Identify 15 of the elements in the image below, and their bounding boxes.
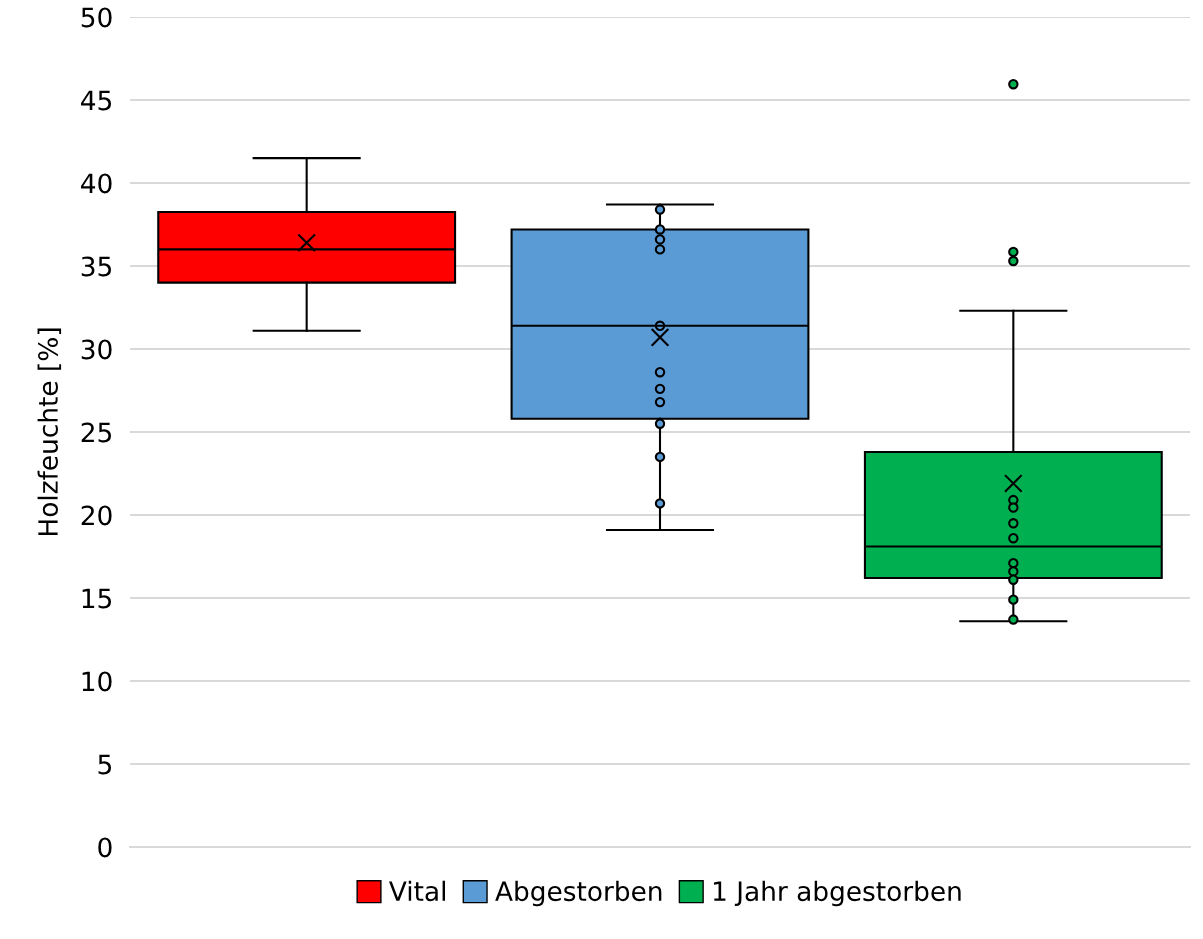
- y-tick-label: 40: [81, 173, 112, 194]
- y-tick-label: 50: [81, 7, 112, 28]
- y-tick-label: 0: [98, 837, 112, 858]
- y-tick-label: 25: [81, 422, 112, 443]
- legend-label: Vital: [389, 880, 445, 902]
- y-tick-label: 15: [82, 588, 112, 609]
- legend-label: 1 Jahr abgestorben: [713, 880, 961, 907]
- y-tick-label: 5: [98, 754, 112, 775]
- y-tick-label: 45: [81, 90, 112, 111]
- y-tick-label: 20: [81, 505, 112, 526]
- y-axis-title: Holzfeuchte [%]: [37, 328, 62, 536]
- legend-label: Abgestorben: [495, 880, 662, 907]
- y-tick-label: 10: [82, 671, 112, 692]
- y-tick-label: 30: [81, 339, 112, 360]
- y-tick-label: 35: [81, 256, 112, 277]
